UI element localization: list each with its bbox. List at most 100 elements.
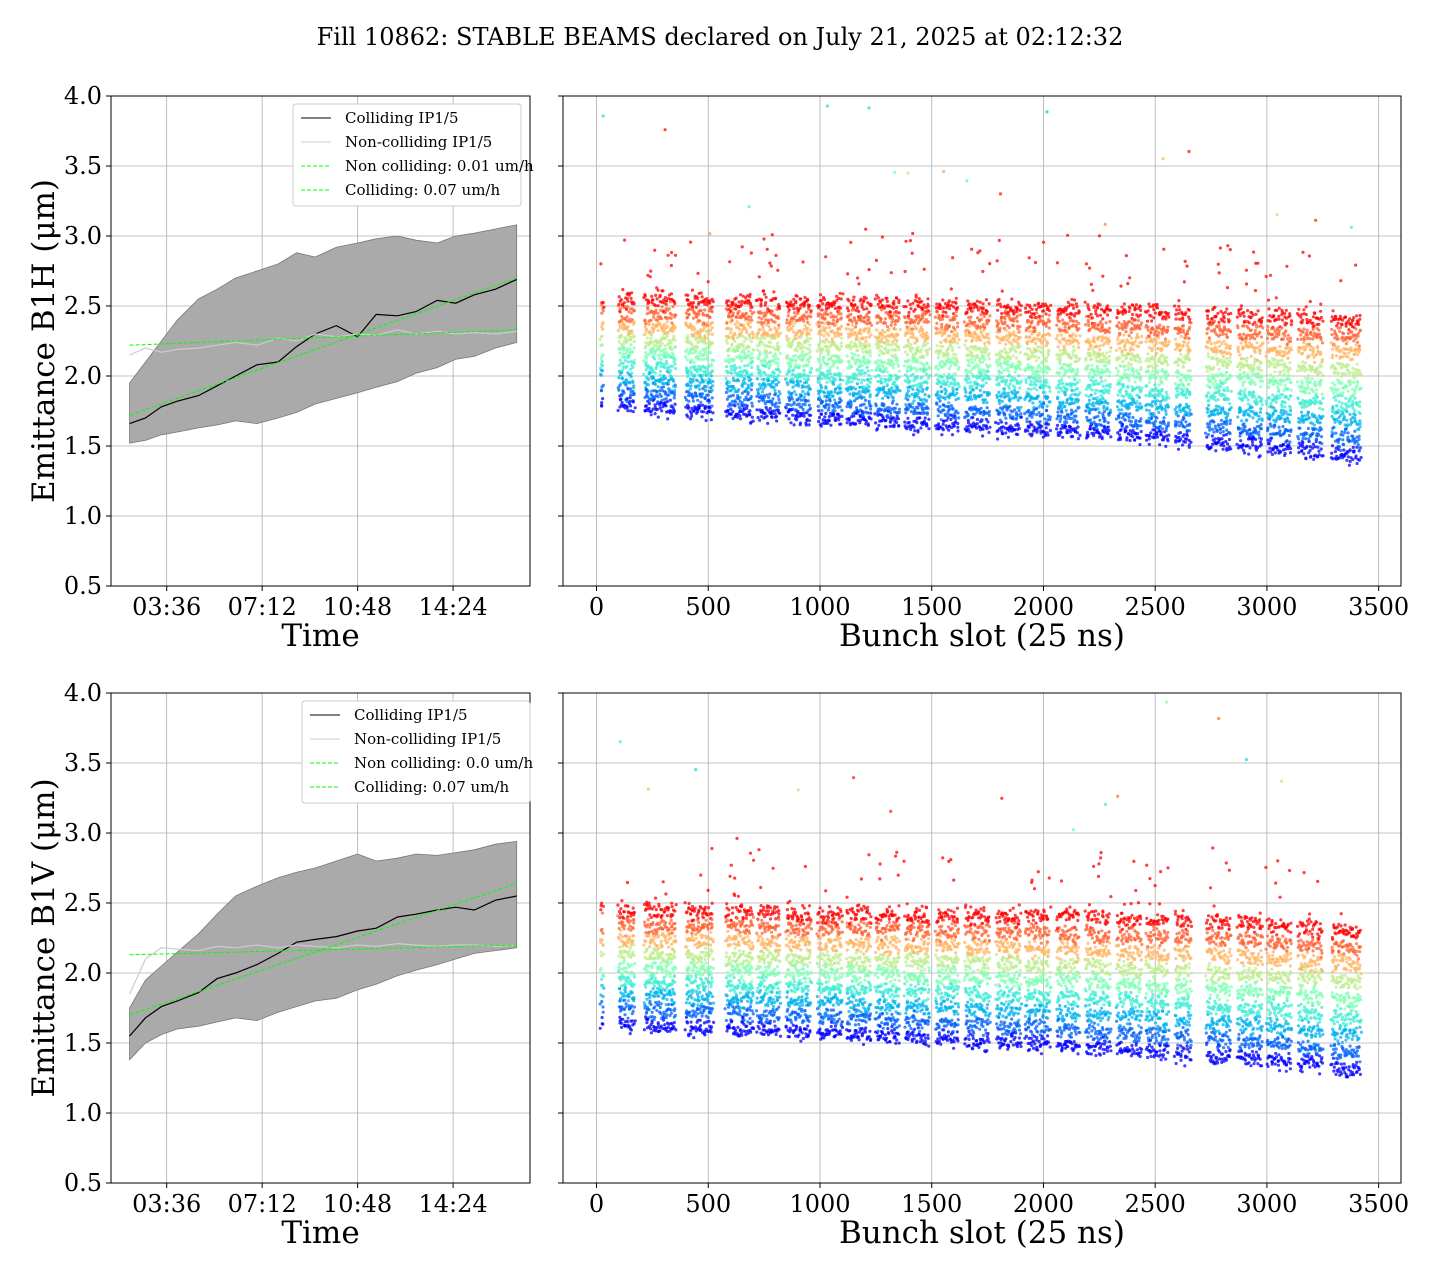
bunch-point — [686, 293, 690, 297]
bunch-point — [939, 340, 943, 344]
bunch-point — [822, 340, 827, 344]
bunch-point — [886, 395, 890, 400]
bunch-point — [1061, 318, 1065, 322]
bunch-point — [897, 407, 902, 411]
bunch-point — [643, 322, 648, 326]
bunch-point — [1044, 408, 1048, 412]
bunch-point — [1009, 365, 1013, 369]
bunch-point — [785, 356, 790, 360]
bunch-point — [651, 330, 655, 334]
bunch-point — [860, 368, 864, 373]
bunch-point — [776, 405, 780, 409]
bunch-point — [778, 392, 782, 396]
bunch-point — [701, 392, 705, 396]
bunch-point — [833, 409, 837, 413]
bunch-point — [686, 373, 690, 377]
bunch-point — [646, 383, 650, 387]
bunch-point — [691, 379, 695, 383]
bunch-point — [808, 406, 813, 410]
bunch-point — [705, 367, 709, 371]
bunch-point — [633, 406, 637, 410]
bunch-point — [905, 369, 910, 373]
bunch-point — [967, 398, 971, 402]
bunch-point — [950, 433, 955, 437]
bunch-point — [821, 296, 826, 300]
bunch-point — [845, 354, 849, 358]
bunch-point — [921, 306, 925, 310]
bunch-point — [952, 423, 956, 427]
bunch-point — [651, 389, 655, 393]
bunch-point — [744, 312, 748, 316]
bunch-point — [669, 316, 673, 320]
bunch-point — [914, 293, 918, 297]
bunch-point — [1031, 365, 1036, 370]
x-tick-label: 03:36 — [132, 593, 201, 621]
bunch-point — [951, 385, 955, 389]
bunch-point — [691, 316, 696, 320]
bunch-point — [861, 412, 865, 416]
bunch-point — [987, 392, 992, 396]
bunch-point — [923, 416, 927, 420]
bunch-point — [996, 308, 1000, 312]
bunch-point — [839, 422, 843, 426]
bunch-point — [897, 311, 901, 315]
bunch-point — [662, 336, 667, 340]
bunch-point — [778, 351, 782, 355]
bunch-point — [917, 297, 921, 301]
x-tick-label: 10:48 — [323, 593, 392, 621]
bunch-point — [997, 369, 1001, 373]
bunch-point — [766, 321, 771, 325]
bunch-point — [833, 334, 837, 338]
bunch-point — [825, 380, 829, 384]
bunch-point — [618, 310, 622, 314]
bunch-point — [1012, 312, 1016, 316]
bunch-point — [1004, 421, 1008, 425]
bunch-point — [599, 262, 603, 266]
bunch-point — [864, 419, 869, 423]
bunch-point — [824, 386, 828, 390]
bunch-point — [906, 314, 910, 318]
bunch-point — [1045, 404, 1049, 408]
bunch-point — [909, 307, 913, 311]
bunch-point — [794, 337, 798, 341]
bunch-point — [1028, 325, 1032, 329]
bunch-point — [802, 385, 806, 389]
bunch-point — [1035, 388, 1039, 392]
bunch-point — [625, 315, 629, 319]
bunch-point — [738, 414, 742, 418]
bunch-point — [673, 338, 677, 342]
bunch-point — [946, 410, 950, 414]
bunch-point — [1010, 297, 1014, 301]
bunch-point — [804, 352, 808, 356]
bunch-point — [1048, 428, 1052, 433]
bunch-point — [889, 374, 894, 378]
bunch-point — [937, 352, 941, 356]
bunch-point — [880, 235, 885, 239]
bunch-point — [920, 389, 925, 394]
bunch-point — [921, 355, 926, 359]
bunch-point — [884, 418, 888, 422]
bunch-point — [652, 376, 656, 380]
bunch-point — [864, 227, 868, 231]
bunch-point — [656, 311, 660, 315]
bunch-point — [831, 318, 836, 322]
bunch-point — [731, 300, 735, 304]
bunch-point — [1000, 311, 1004, 316]
bunch-point — [619, 298, 624, 302]
bunch-point — [981, 302, 985, 306]
bunch-point — [661, 289, 665, 293]
bunch-point — [802, 395, 806, 399]
bunch-point — [621, 342, 626, 346]
bunch-point — [654, 293, 658, 297]
bunch-point — [801, 260, 805, 264]
bunch-point — [915, 339, 920, 343]
bunch-point — [726, 354, 731, 358]
bunch-point — [1056, 410, 1060, 414]
bunch-point — [656, 415, 660, 419]
bunch-point — [699, 308, 703, 313]
bunch-point — [854, 396, 858, 400]
bunch-point — [763, 411, 767, 415]
bunch-point — [830, 337, 834, 341]
bunch-point — [632, 320, 636, 324]
bunch-point — [655, 318, 660, 322]
